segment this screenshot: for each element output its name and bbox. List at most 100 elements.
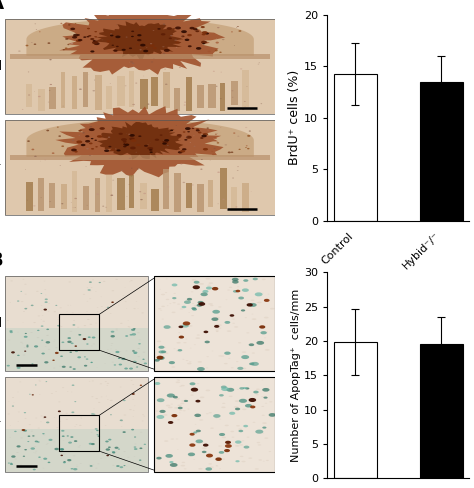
Ellipse shape xyxy=(216,466,218,467)
Ellipse shape xyxy=(17,301,19,302)
Ellipse shape xyxy=(95,428,98,430)
Ellipse shape xyxy=(249,130,251,132)
Bar xyxy=(5,19,275,114)
Ellipse shape xyxy=(37,315,40,316)
Ellipse shape xyxy=(173,348,175,349)
Ellipse shape xyxy=(270,308,274,309)
Ellipse shape xyxy=(112,180,114,181)
Ellipse shape xyxy=(190,394,194,396)
Ellipse shape xyxy=(198,361,202,363)
Ellipse shape xyxy=(205,468,212,471)
Bar xyxy=(95,178,100,212)
Ellipse shape xyxy=(161,33,165,36)
Bar xyxy=(106,86,112,109)
Ellipse shape xyxy=(11,351,15,353)
Ellipse shape xyxy=(206,454,213,457)
Ellipse shape xyxy=(57,319,59,320)
Ellipse shape xyxy=(136,144,141,146)
Ellipse shape xyxy=(60,165,61,166)
Ellipse shape xyxy=(179,325,183,328)
Ellipse shape xyxy=(206,389,210,391)
Ellipse shape xyxy=(11,455,16,458)
Ellipse shape xyxy=(115,447,118,449)
Bar xyxy=(243,70,249,107)
Ellipse shape xyxy=(176,125,177,126)
Ellipse shape xyxy=(188,45,191,47)
Ellipse shape xyxy=(71,468,73,469)
Ellipse shape xyxy=(43,418,45,419)
Ellipse shape xyxy=(73,34,79,37)
Ellipse shape xyxy=(91,396,93,397)
Ellipse shape xyxy=(87,319,90,320)
Ellipse shape xyxy=(209,412,212,413)
Ellipse shape xyxy=(97,307,99,308)
Ellipse shape xyxy=(269,413,276,417)
Polygon shape xyxy=(55,106,224,177)
Ellipse shape xyxy=(207,127,209,129)
Ellipse shape xyxy=(70,331,72,332)
Ellipse shape xyxy=(9,331,13,333)
Ellipse shape xyxy=(193,459,195,460)
Ellipse shape xyxy=(30,447,35,450)
Ellipse shape xyxy=(262,422,267,424)
Ellipse shape xyxy=(179,412,181,413)
Ellipse shape xyxy=(95,291,97,292)
Ellipse shape xyxy=(94,31,97,32)
Ellipse shape xyxy=(176,47,177,48)
Ellipse shape xyxy=(74,440,77,442)
Ellipse shape xyxy=(55,448,59,450)
Ellipse shape xyxy=(236,361,238,362)
Ellipse shape xyxy=(172,284,177,286)
Ellipse shape xyxy=(225,444,232,448)
Ellipse shape xyxy=(18,446,20,447)
Ellipse shape xyxy=(79,135,80,136)
Ellipse shape xyxy=(256,341,264,345)
Ellipse shape xyxy=(173,302,176,304)
Ellipse shape xyxy=(61,430,64,432)
Ellipse shape xyxy=(170,463,178,467)
Ellipse shape xyxy=(161,305,165,307)
Ellipse shape xyxy=(266,331,268,332)
Ellipse shape xyxy=(237,26,239,27)
Ellipse shape xyxy=(182,324,189,327)
Bar xyxy=(83,185,89,210)
Ellipse shape xyxy=(77,356,81,358)
Ellipse shape xyxy=(84,356,86,357)
Ellipse shape xyxy=(245,127,247,128)
Bar xyxy=(186,183,192,208)
Ellipse shape xyxy=(115,328,118,329)
Ellipse shape xyxy=(34,446,36,447)
Ellipse shape xyxy=(116,46,119,47)
Ellipse shape xyxy=(157,398,164,402)
Ellipse shape xyxy=(63,462,66,463)
Ellipse shape xyxy=(136,301,137,302)
Ellipse shape xyxy=(62,342,64,343)
Ellipse shape xyxy=(43,321,45,322)
Ellipse shape xyxy=(126,37,128,38)
Ellipse shape xyxy=(129,47,132,49)
Ellipse shape xyxy=(210,305,214,306)
Ellipse shape xyxy=(8,340,10,341)
Ellipse shape xyxy=(143,193,146,194)
Ellipse shape xyxy=(236,460,240,462)
Ellipse shape xyxy=(218,203,219,204)
Ellipse shape xyxy=(182,148,186,150)
Ellipse shape xyxy=(156,415,164,419)
Ellipse shape xyxy=(129,158,131,159)
Ellipse shape xyxy=(115,349,117,350)
Ellipse shape xyxy=(179,386,182,387)
Ellipse shape xyxy=(259,325,265,328)
Ellipse shape xyxy=(245,147,247,148)
Ellipse shape xyxy=(134,352,137,354)
Ellipse shape xyxy=(58,410,61,412)
Bar xyxy=(231,187,237,211)
Ellipse shape xyxy=(224,449,230,452)
Ellipse shape xyxy=(112,452,115,453)
Ellipse shape xyxy=(119,351,121,352)
Ellipse shape xyxy=(162,46,164,47)
Ellipse shape xyxy=(131,31,134,32)
Ellipse shape xyxy=(85,166,87,167)
Ellipse shape xyxy=(225,144,227,145)
Ellipse shape xyxy=(171,404,173,405)
Ellipse shape xyxy=(132,62,135,64)
